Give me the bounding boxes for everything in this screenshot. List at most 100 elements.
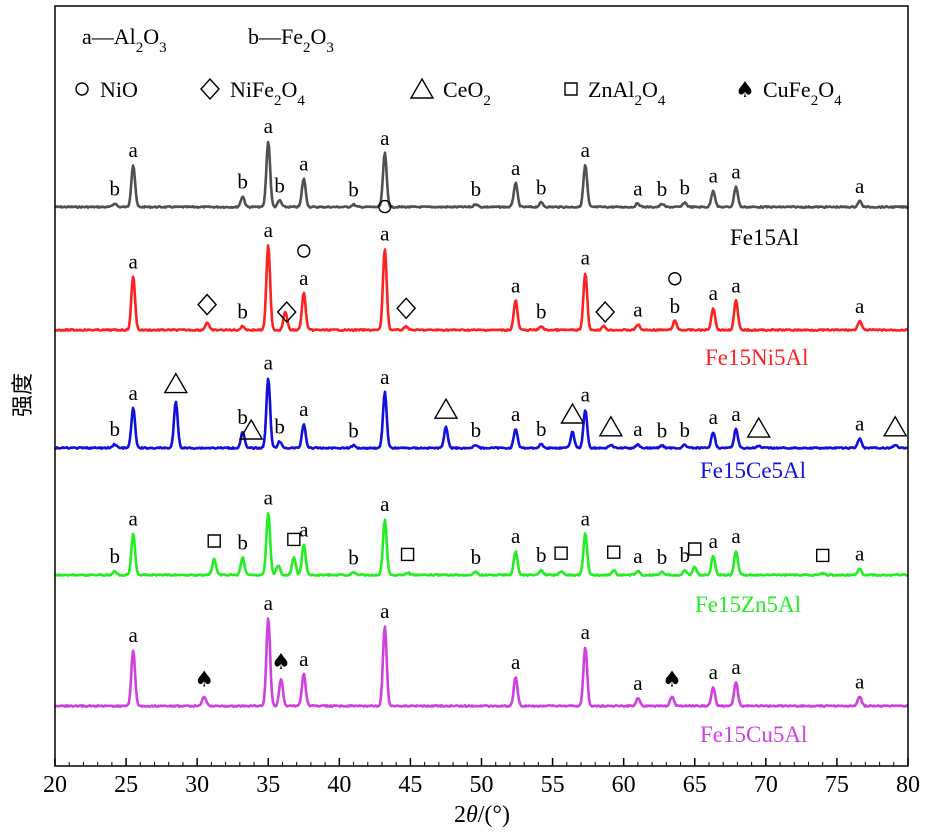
peak-label: b <box>237 299 248 323</box>
phase-marker <box>197 293 218 316</box>
x-tick-label: 60 <box>612 772 636 798</box>
x-tick-label: 65 <box>683 772 707 798</box>
peak-label: a <box>380 365 390 389</box>
peak-label: b <box>237 170 248 194</box>
peak-label: a <box>581 383 591 407</box>
peak-label: b <box>109 417 120 441</box>
peak-label: a <box>731 402 741 426</box>
peak-label: a <box>855 542 865 566</box>
peak-label: a <box>731 524 741 548</box>
peak-label: b <box>109 176 120 200</box>
peak-label: a <box>129 249 139 273</box>
x-tick-label: 75 <box>825 772 849 798</box>
peak-label: a <box>709 405 719 429</box>
phase-marker <box>595 300 616 324</box>
sample-name: Fe15Ce5Al <box>700 458 806 483</box>
legend-entry: NiFe2O4 <box>230 77 305 109</box>
legend: a—Al2O3 b—Fe2O3 NiO NiFe2O4 CeO2 ZnAl2O4 ♠ CuFe… <box>75 24 842 109</box>
peak-label: a <box>633 671 643 695</box>
peak-label: a <box>709 660 719 684</box>
series-line-Fe15Ni5Al <box>54 244 909 332</box>
peak-label: b <box>274 173 285 197</box>
legend-entry: CeO2 <box>443 77 491 109</box>
phase-marker <box>433 397 459 419</box>
peak-label: a <box>511 650 521 674</box>
peak-label: b <box>680 418 691 442</box>
phase-marker <box>276 300 297 324</box>
traces <box>54 140 909 708</box>
peak-label: a <box>709 164 719 188</box>
x-tick-label: 25 <box>114 772 138 798</box>
series-line-Fe15Cu5Al <box>54 617 909 708</box>
peak-label: a <box>633 297 643 321</box>
peak-label: a <box>709 281 719 305</box>
peak-label: a <box>581 246 591 270</box>
peak-label: a <box>731 160 741 184</box>
x-tick-label: 40 <box>327 772 351 798</box>
peak-label: a <box>380 126 390 150</box>
phase-marker <box>378 199 392 214</box>
peak-label: b <box>471 418 482 442</box>
peak-label: a <box>264 351 274 375</box>
peak-label: b <box>471 177 482 201</box>
peak-label: b <box>109 544 120 568</box>
peak-label: a <box>855 669 865 693</box>
peak-label: b <box>274 415 285 439</box>
peak-label: a <box>299 152 309 176</box>
peak-label: b <box>536 543 547 567</box>
peak-label: b <box>237 530 248 554</box>
sample-names: Fe15Al Fe15Ni5Al Fe15Ce5Al Fe15Zn5Al Fe15Cu5… <box>695 225 809 747</box>
phase-marker <box>554 546 568 560</box>
x-axis-label: 2θ/(°) <box>454 802 510 828</box>
x-tick-label: 20 <box>43 772 67 798</box>
peak-label: a <box>299 647 309 671</box>
peak-label: a <box>264 114 274 138</box>
sample-name: Fe15Zn5Al <box>695 592 801 617</box>
phase-marker: ♠ <box>662 667 682 692</box>
legend-entry: a—Al2O3 <box>82 24 167 56</box>
peak-label: a <box>264 218 274 242</box>
peak-label: a <box>299 397 309 421</box>
phase-marker <box>297 244 311 258</box>
peak-label: a <box>633 544 643 568</box>
phase-marker <box>163 372 189 394</box>
peak-label: a <box>511 156 521 180</box>
phase-marker <box>207 534 221 548</box>
peak-label: a <box>380 222 390 246</box>
legend-marker <box>564 82 578 96</box>
peak-label: a <box>511 402 521 426</box>
phase-marker: ♠ <box>271 650 291 675</box>
peak-label: a <box>380 492 390 516</box>
peak-label: a <box>709 529 719 553</box>
phase-marker <box>882 415 908 437</box>
peak-label: b <box>680 176 691 200</box>
phase-marker <box>598 415 624 437</box>
peak-label: a <box>633 176 643 200</box>
peak-label: a <box>581 620 591 644</box>
peak-label: a <box>299 266 309 290</box>
sample-name: Fe15Cu5Al <box>700 722 807 747</box>
legend-entry: NiO <box>100 77 138 102</box>
peak-label: a <box>855 294 865 318</box>
x-tick-label: 80 <box>896 772 920 798</box>
legend-marker <box>75 82 89 96</box>
peak-label: a <box>129 506 139 530</box>
peak-label: b <box>657 545 668 569</box>
y-axis-label: 强度 <box>10 373 35 417</box>
series-line-Fe15Zn5Al <box>54 512 909 577</box>
x-tick-label: 55 <box>541 772 565 798</box>
peak-label: a <box>581 138 591 162</box>
peak-label: b <box>348 545 359 569</box>
peak-label: b <box>237 405 248 429</box>
phase-marker: ♠ <box>194 667 214 692</box>
legend-marker: ♠ <box>735 78 755 103</box>
phase-marker <box>816 548 830 563</box>
series-line-Fe15Al <box>54 140 909 209</box>
peak-label: a <box>731 655 741 679</box>
peak-label: b <box>471 545 482 569</box>
peak-label: a <box>511 524 521 548</box>
peak-label: b <box>536 299 547 323</box>
phase-marker <box>746 416 771 438</box>
